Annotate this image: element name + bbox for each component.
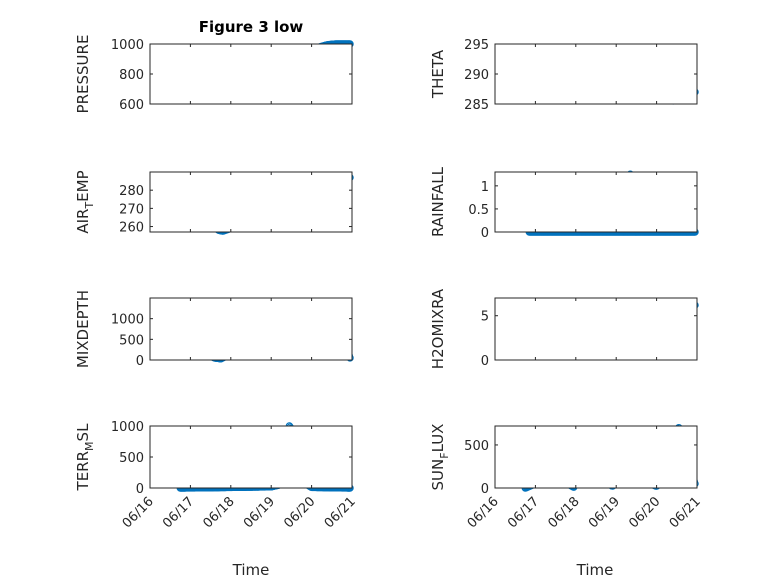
y-tick-label: 1000 [111,313,144,328]
y-axis-label-subscript: M [83,441,96,451]
y-tick-label: 260 [119,221,144,236]
x-tick-label: 06/17 [160,494,197,531]
y-axis-label: TERRMSL [74,423,96,492]
x-tick-label: 06/19 [586,494,623,531]
y-tick-label: 0 [481,226,489,241]
y-tick-label: 1 [481,180,489,195]
subplot-pressure: 600 800 1000 PRESSURE [74,35,354,114]
axes-box [149,425,353,489]
y-tick-label: 0 [136,482,144,497]
y-tick-label: 500 [119,451,144,466]
y-tick-label: 5 [481,310,489,325]
y-axis-label: SUNFLUX [429,424,451,491]
y-axis-label: MIXDEPTH [74,290,92,368]
x-tick-label: 06/21 [322,494,359,531]
y-axis-label: THETA [429,49,447,99]
y-tick-label: 280 [119,184,144,199]
subplot-h2omixra: 0 5 H2OMIXRA [429,288,699,369]
y-tick-label: 500 [464,439,489,454]
y-axis-label-subscript: F [438,452,451,458]
y-axis-label: AIRTEMP [74,170,96,233]
axes-box [149,43,353,105]
x-tick-label: 06/18 [201,494,238,531]
subplot-theta: 285 290 295 THETA [429,38,699,113]
y-axis-label: H2OMIXRA [429,288,447,369]
subplot-rainfall: 0 0.5 1 RAINFALL [429,166,699,241]
y-tick-label: 500 [119,333,144,348]
x-tick-label: 06/16 [465,494,502,531]
y-tick-label: 0.5 [468,203,489,218]
axes-box [149,297,353,361]
x-tick-label: 06/17 [505,494,542,531]
y-tick-label: 800 [119,68,144,83]
subplot-air-temp: 260 270 280 AIRTEMP [74,170,354,236]
subplot-mixdepth: 0 500 1000 MIXDEPTH [74,290,354,369]
axes-box [494,425,698,489]
subplot-terr-msl: 0 500 1000 TERRMSL 06/16 06/17 06/18 06/19 06/20… [74,420,359,531]
x-tick-label: 06/20 [281,494,318,531]
axes-box [494,297,698,361]
y-tick-label: 0 [481,354,489,369]
y-axis-label-part: SL [74,423,92,442]
x-tick-label: 06/16 [120,494,157,531]
y-tick-label: 1000 [111,38,144,53]
y-axis-label-subscript: T [83,202,96,210]
x-tick-label: 06/18 [546,494,583,531]
y-tick-label: 0 [136,354,144,369]
x-axis-label-right: Time [576,561,614,579]
y-axis-label-part: TERR [74,451,92,492]
y-tick-label: 290 [464,68,489,83]
y-axis-label-part: LUX [429,424,447,453]
y-tick-label: 285 [464,98,489,113]
subplot-sun-flux: 0 500 SUNFLUX 06/16 06/17 06/18 06/19 06/20 06/2… [429,424,704,532]
x-tick-label: 06/21 [667,494,704,531]
x-tick-label: 06/20 [626,494,663,531]
x-axis-label-left: Time [232,561,270,579]
axes-box [494,43,698,105]
x-tick-label: 06/19 [241,494,278,531]
y-axis-label-part: AIR [74,209,92,234]
axes-box [494,171,698,233]
y-tick-label: 270 [119,202,144,217]
y-tick-label: 295 [464,38,489,53]
y-axis-label-part: SUN [429,459,447,491]
figure-title: Figure 3 low [199,18,304,36]
y-axis-label: RAINFALL [429,166,447,237]
y-tick-label: 1000 [111,420,144,435]
y-tick-label: 0 [481,482,489,497]
y-tick-label: 600 [119,98,144,113]
axes-box [149,171,353,233]
y-axis-label-part: EMP [74,170,92,201]
y-axis-label: PRESSURE [74,35,92,114]
